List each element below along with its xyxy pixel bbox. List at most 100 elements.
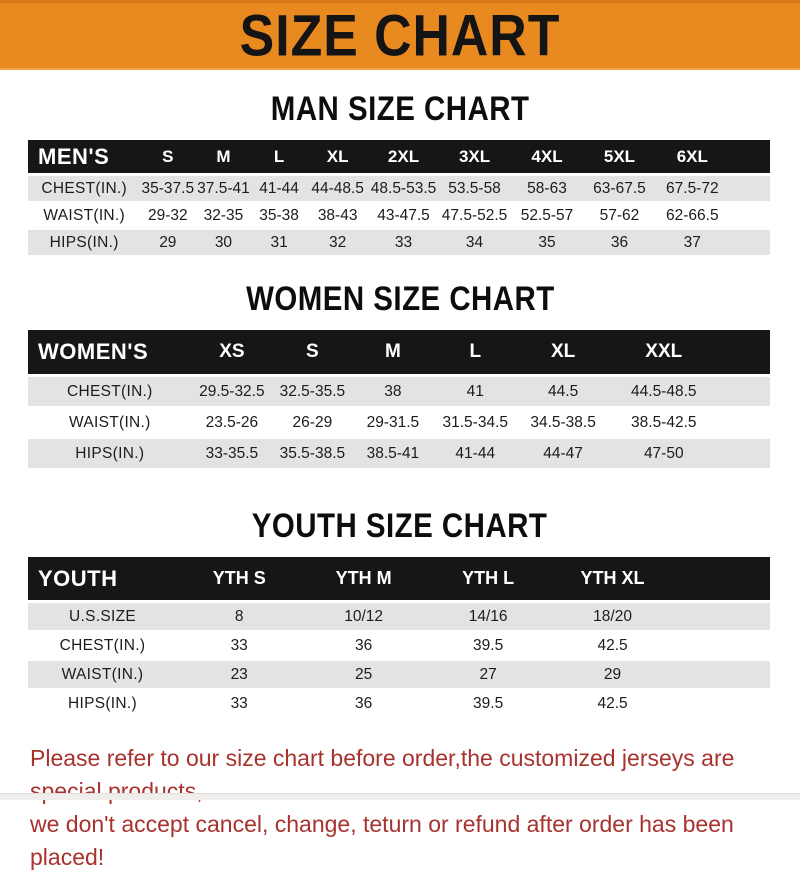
column-header-cell: S [140, 140, 196, 176]
filler-cell [674, 690, 770, 719]
value-cell: 39.5 [425, 632, 551, 661]
value-cell: 33 [176, 690, 302, 719]
column-header-cell: YTH L [425, 557, 551, 603]
table-row: CHEST(IN.) 35-37.5 37.5-41 41-44 44-48.5 48.5… [28, 176, 770, 203]
filler-cell [718, 439, 770, 470]
value-cell: 41-44 [433, 439, 518, 470]
value-cell: 47.5-52.5 [438, 203, 511, 230]
man-section-heading-text: MAN SIZE CHART [270, 89, 530, 128]
value-cell: 8 [176, 603, 302, 632]
value-cell: 42.5 [550, 632, 675, 661]
row-label-cell: CHEST(IN.) [28, 377, 192, 408]
value-cell: 57-62 [583, 203, 656, 230]
value-cell: 42.5 [550, 690, 675, 719]
filler-cell [728, 230, 770, 257]
value-cell: 29 [140, 230, 196, 257]
value-cell: 32.5-35.5 [272, 377, 353, 408]
bottom-edge-strip [0, 793, 800, 800]
value-cell: 14/16 [425, 603, 551, 632]
value-cell: 34 [438, 230, 511, 257]
value-cell: 35.5-38.5 [272, 439, 353, 470]
value-cell: 44.5-48.5 [608, 377, 719, 408]
value-cell: 29 [550, 661, 675, 690]
table-row: WAIST(IN.) 29-32 32-35 35-38 38-43 43-47.5 47.… [28, 203, 770, 230]
value-cell: 38-43 [306, 203, 369, 230]
value-cell: 32-35 [195, 203, 252, 230]
order-disclaimer-line2: we don't accept cancel, change, teturn o… [30, 811, 734, 870]
value-cell: 37.5-41 [195, 176, 252, 203]
row-label-cell: CHEST(IN.) [28, 632, 177, 661]
value-cell: 35 [510, 230, 584, 257]
value-cell: 39.5 [425, 690, 551, 719]
table-row: U.S.SIZE 8 10/12 14/16 18/20 [28, 603, 770, 632]
column-header-cell: M [195, 140, 252, 176]
value-cell: 36 [301, 632, 426, 661]
column-header-cell: M [352, 330, 434, 377]
table-row: WAIST(IN.) 23 25 27 29 [28, 661, 770, 690]
size-chart-banner: SIZE CHART [0, 0, 800, 70]
column-header-cell: XL [517, 330, 609, 377]
row-label-cell: WAIST(IN.) [28, 661, 177, 690]
row-label-cell: U.S.SIZE [28, 603, 177, 632]
value-cell: 62-66.5 [655, 203, 729, 230]
filler-cell [728, 176, 770, 203]
column-header-cell: 2XL [368, 140, 439, 176]
value-cell: 38 [352, 377, 434, 408]
value-cell: 38.5-42.5 [608, 408, 719, 439]
youth-size-table: YOUTH YTH S YTH M YTH L YTH XL U.S.SIZE 8 10/12… [28, 557, 770, 719]
column-header-cell: S [272, 330, 353, 377]
value-cell: 38.5-41 [352, 439, 434, 470]
table-row: CHEST(IN.) 29.5-32.5 32.5-35.5 38 41 44.5 44.5… [28, 377, 770, 408]
value-cell: 26-29 [272, 408, 353, 439]
column-header-cell: 4XL [510, 140, 584, 176]
value-cell: 43-47.5 [368, 203, 439, 230]
table-row: HIPS(IN.) 29 30 31 32 33 34 35 36 37 [28, 230, 770, 257]
value-cell: 23 [176, 661, 302, 690]
value-cell: 44-47 [517, 439, 609, 470]
column-header-cell: YTH XL [550, 557, 675, 603]
filler-cell [718, 408, 770, 439]
value-cell: 44.5 [517, 377, 609, 408]
table-row: CHEST(IN.) 33 36 39.5 42.5 [28, 632, 770, 661]
column-header-cell: YTH M [301, 557, 426, 603]
filler-cell [674, 632, 770, 661]
value-cell: 48.5-53.5 [368, 176, 439, 203]
table-title-cell: WOMEN'S [28, 330, 192, 377]
filler-cell [674, 661, 770, 690]
filler-cell [718, 330, 770, 377]
value-cell: 52.5-57 [510, 203, 584, 230]
value-cell: 63-67.5 [583, 176, 656, 203]
value-cell: 27 [425, 661, 551, 690]
column-header-cell: XS [191, 330, 273, 377]
value-cell: 29-32 [140, 203, 196, 230]
column-header-cell: L [433, 330, 518, 377]
youth-section-heading-text: YOUTH SIZE CHART [252, 506, 548, 545]
row-label-cell: HIPS(IN.) [28, 690, 177, 719]
column-header-cell: XXL [608, 330, 719, 377]
filler-cell [718, 377, 770, 408]
table-title-cell: YOUTH [28, 557, 177, 603]
filler-cell [728, 140, 770, 176]
men-size-table: MEN'S S M L XL 2XL 3XL 4XL 5XL 6XL CHEST(IN.) 35-37… [28, 140, 770, 257]
value-cell: 33-35.5 [191, 439, 273, 470]
value-cell: 10/12 [301, 603, 426, 632]
filler-cell [674, 557, 770, 603]
column-header-cell: YTH S [176, 557, 302, 603]
value-cell: 37 [655, 230, 729, 257]
value-cell: 29.5-32.5 [191, 377, 273, 408]
table-header-row: YOUTH YTH S YTH M YTH L YTH XL [28, 557, 770, 603]
value-cell: 23.5-26 [191, 408, 273, 439]
column-header-cell: XL [306, 140, 369, 176]
row-label-cell: WAIST(IN.) [28, 203, 141, 230]
value-cell: 41-44 [251, 176, 307, 203]
value-cell: 29-31.5 [352, 408, 434, 439]
value-cell: 41 [433, 377, 518, 408]
banner-title: SIZE CHART [239, 3, 561, 68]
table-row: WAIST(IN.) 23.5-26 26-29 29-31.5 31.5-34.5 34… [28, 408, 770, 439]
value-cell: 31 [251, 230, 307, 257]
man-section-heading: MAN SIZE CHART [0, 89, 800, 128]
value-cell: 35-38 [251, 203, 307, 230]
order-disclaimer-line1: Please refer to our size chart before or… [30, 745, 735, 804]
value-cell: 67.5-72 [655, 176, 729, 203]
value-cell: 32 [306, 230, 369, 257]
